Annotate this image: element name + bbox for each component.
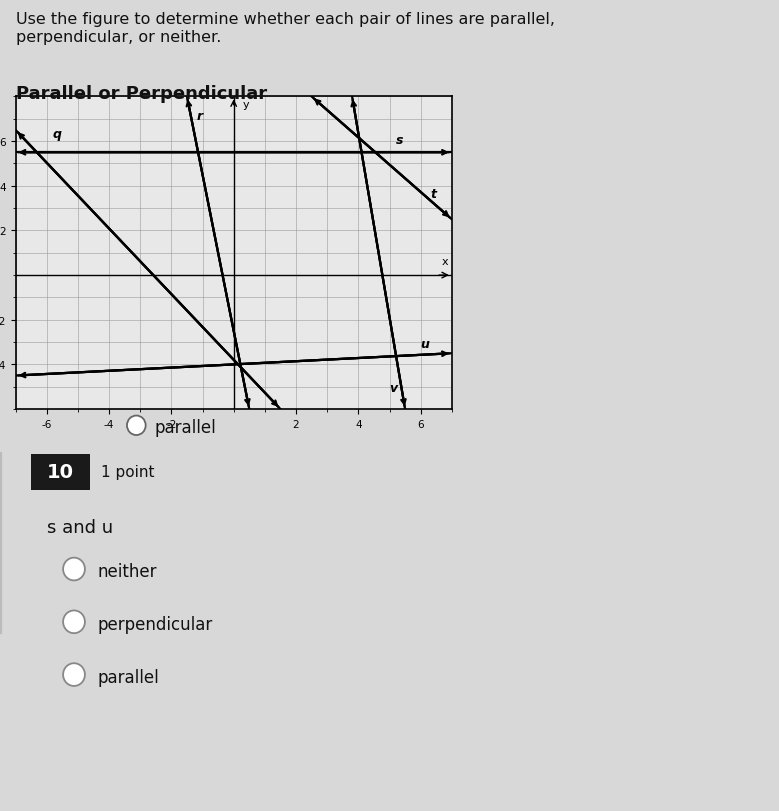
Text: v: v bbox=[390, 382, 397, 395]
Text: 1 point: 1 point bbox=[101, 465, 155, 480]
Text: 10: 10 bbox=[47, 463, 74, 482]
Text: neither: neither bbox=[97, 563, 157, 581]
Text: parallel: parallel bbox=[97, 668, 159, 686]
Text: x: x bbox=[442, 257, 449, 267]
Text: s and u: s and u bbox=[47, 518, 113, 536]
Text: r: r bbox=[196, 109, 203, 122]
Text: s: s bbox=[396, 134, 404, 147]
Text: u: u bbox=[421, 337, 429, 350]
Text: t: t bbox=[430, 187, 436, 200]
Text: Parallel or Perpendicular: Parallel or Perpendicular bbox=[16, 85, 266, 103]
Text: parallel: parallel bbox=[154, 418, 216, 436]
Text: q: q bbox=[53, 127, 62, 140]
Text: Use the figure to determine whether each pair of lines are parallel,
perpendicul: Use the figure to determine whether each… bbox=[16, 12, 555, 45]
Text: y: y bbox=[243, 100, 250, 109]
Text: perpendicular: perpendicular bbox=[97, 616, 213, 633]
